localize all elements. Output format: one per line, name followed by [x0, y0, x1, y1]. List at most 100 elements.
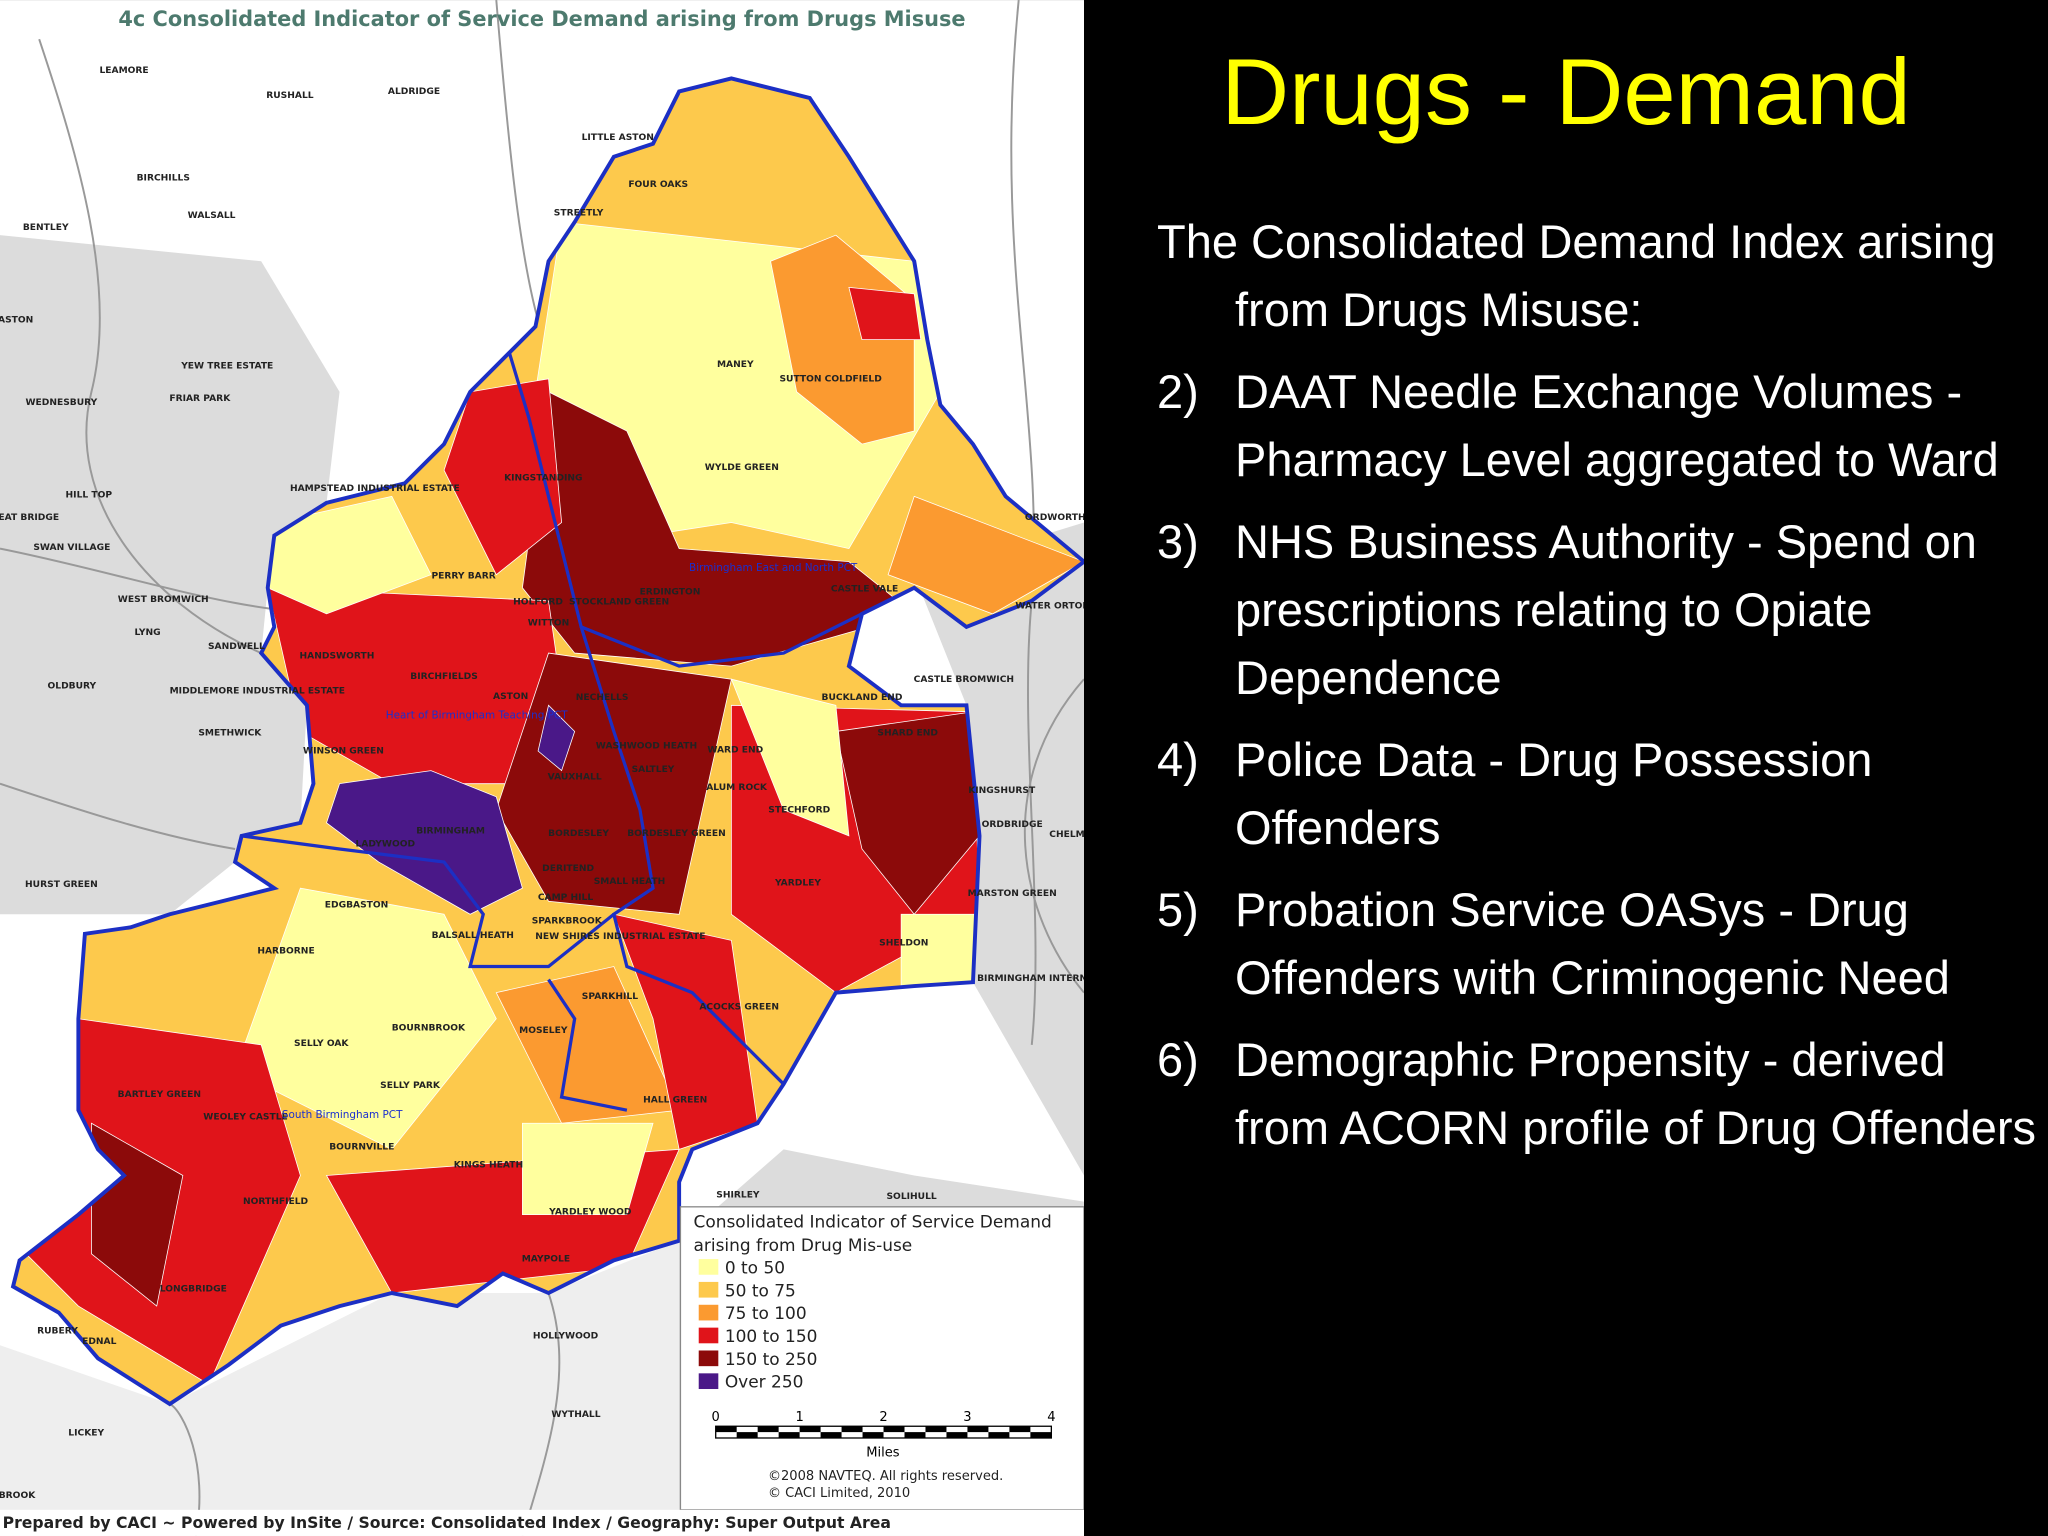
- place-label: MANEY: [717, 360, 754, 370]
- place-label: SOLIHULL: [886, 1192, 936, 1202]
- place-label: SMALL HEATH: [594, 877, 666, 887]
- copyright: © CACI Limited, 2010: [768, 1486, 910, 1501]
- item-number: 2): [1157, 365, 1199, 418]
- place-label: ORDBRIDGE: [982, 820, 1043, 830]
- pct-boundaries: [11, 76, 1084, 1406]
- scale-segment: [946, 1432, 968, 1438]
- legend-swatch: [698, 1373, 719, 1390]
- place-label: ASTON: [0, 316, 33, 326]
- legend-box: [679, 1206, 1084, 1511]
- legend-label: 0 to 50: [725, 1258, 785, 1278]
- legend-label: 75 to 100: [725, 1304, 807, 1324]
- area: [848, 286, 922, 341]
- item-text: NHS Business Authority - Spend on prescr…: [1235, 515, 1977, 704]
- place-label: BENTLEY: [23, 223, 69, 233]
- place-label: MIDDLEMORE INDUSTRIAL ESTATE: [170, 687, 345, 697]
- pct-labels: Birmingham East and North PCT Heart of Bi…: [282, 562, 858, 1121]
- place-label: BOURNBROOK: [392, 1024, 466, 1034]
- list-item: 4) Police Data - Drug Possession Offender…: [1157, 726, 2037, 862]
- list-item: 3) NHS Business Authority - Spend on pres…: [1157, 508, 2037, 712]
- area: [613, 913, 758, 1150]
- place-label: SHELDON: [879, 939, 928, 949]
- scale-segment: [862, 1432, 884, 1438]
- place-label: YARDLEY WOOD: [548, 1208, 632, 1218]
- scale-segment: [967, 1426, 989, 1433]
- place-label: BORDESLEY GREEN: [627, 829, 726, 839]
- place-label: WARD END: [707, 745, 763, 755]
- map: 4c Consolidated Indicator of Service Dem…: [0, 0, 1084, 1536]
- place-label: WEOLEY CASTLE: [203, 1112, 287, 1122]
- area: [326, 770, 523, 915]
- text-panel: Drugs - Demand The Consolidated Demand I…: [1084, 0, 2048, 1536]
- place-label: BORDESLEY: [548, 829, 609, 839]
- place-label: BROOK: [0, 1491, 36, 1501]
- place-label: WITTON: [528, 619, 570, 629]
- place-label: HARBORNE: [257, 946, 314, 956]
- area: [522, 1122, 654, 1216]
- demand-areas: [13, 78, 1084, 1405]
- place-label: ALUM ROCK: [706, 783, 768, 793]
- place-label: SANDWELL: [208, 642, 265, 652]
- place-label: HILL TOP: [66, 491, 113, 501]
- legend-label: Over 250: [725, 1373, 804, 1393]
- place-label: OLDBURY: [48, 681, 97, 691]
- place-label: BALSALL HEATH: [432, 931, 514, 941]
- place-label: DERITEND: [542, 864, 594, 874]
- slide-body: The Consolidated Demand Index arising fr…: [1157, 208, 2037, 1176]
- place-label: CAMP HILL: [538, 893, 594, 903]
- place-label: LYNG: [135, 628, 161, 638]
- scale-tick: 3: [963, 1410, 971, 1425]
- scale-tick: 0: [712, 1410, 720, 1425]
- place-label: LICKEY: [68, 1428, 104, 1438]
- place-label: NEW SHIRES INDUSTRIAL ESTATE: [535, 932, 705, 942]
- place-label: FOUR OAKS: [628, 180, 688, 190]
- list-item: 5) Probation Service OASys - Drug Offende…: [1157, 876, 2037, 1012]
- place-label: FRIAR PARK: [169, 394, 231, 404]
- scale-tick: 2: [879, 1410, 887, 1425]
- place-label: STOCKLAND GREEN: [569, 598, 669, 608]
- legend-swatch: [698, 1327, 719, 1344]
- place-label: HAMPSTEAD INDUSTRIAL ESTATE: [290, 484, 460, 494]
- place-label: BOURNVILLE: [329, 1142, 394, 1152]
- place-label: LEAMORE: [99, 66, 148, 76]
- item-text: Demographic Propensity - derived from AC…: [1235, 1033, 2037, 1154]
- legend-title: arising from Drug Mis-use: [693, 1236, 912, 1256]
- place-label: NORTHFIELD: [243, 1197, 309, 1207]
- pct-label: Birmingham East and North PCT: [689, 562, 858, 574]
- area: [835, 711, 980, 915]
- intro: The Consolidated Demand Index arising fr…: [1157, 215, 1996, 336]
- place-label: BIRCHILLS: [137, 173, 190, 183]
- legend-label: 50 to 75: [725, 1281, 796, 1301]
- place-label: EDNAL: [82, 1337, 117, 1347]
- place-label: CASTLE BROMWICH: [914, 675, 1014, 685]
- legend-label: 150 to 250: [725, 1350, 818, 1370]
- place-label: SHARD END: [877, 728, 938, 738]
- place-label: MAYPOLE: [522, 1255, 570, 1265]
- scale-tick: 1: [795, 1410, 803, 1425]
- place-label: MARSTON GREEN: [968, 889, 1057, 899]
- scale-segment: [820, 1432, 842, 1438]
- place-label: BIRCHFIELDS: [410, 672, 478, 682]
- area: [770, 234, 915, 445]
- scale-tick: 4: [1047, 1410, 1055, 1425]
- place-label: BIRMINGHAM: [416, 826, 485, 836]
- scale-segment: [925, 1426, 947, 1433]
- place-label: MOSELEY: [519, 1026, 568, 1036]
- place-label: VAUXHALL: [548, 773, 602, 783]
- pct-label: Heart of Birmingham Teaching PCT: [386, 709, 569, 721]
- list-item: 2) DAAT Needle Exchange Volumes - Pharmac…: [1157, 358, 2037, 494]
- item-text: Police Data - Drug Possession Offenders: [1235, 733, 1873, 854]
- place-label: ASTON: [493, 692, 528, 702]
- pct-label: South Birmingham PCT: [282, 1109, 403, 1121]
- place-label: NECHELLS: [576, 693, 629, 703]
- legend-title: Consolidated Indicator of Service Demand: [693, 1213, 1051, 1233]
- area: [730, 678, 850, 837]
- place-label: WYLDE GREEN: [705, 463, 779, 473]
- place-label: RUSHALL: [266, 91, 314, 101]
- place-label: SELLY PARK: [380, 1081, 441, 1091]
- scale-segment: [1009, 1426, 1031, 1433]
- place-label: PERRY BARR: [431, 572, 495, 582]
- area: [887, 495, 1084, 615]
- copyright: ©2008 NAVTEQ. All rights reserved.: [768, 1469, 1003, 1484]
